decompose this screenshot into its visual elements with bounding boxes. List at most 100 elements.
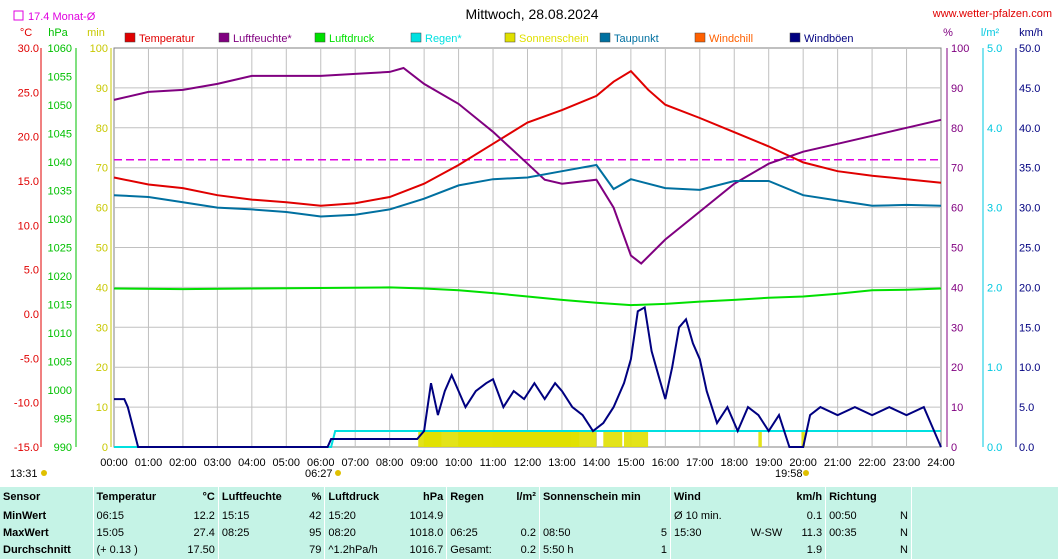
y-tick-sunshine: 100 — [90, 43, 108, 55]
y-tick-pressure: 1015 — [48, 300, 72, 312]
stats-cell-label: Durchschnitt — [3, 544, 71, 557]
monthly-avg-icon — [13, 10, 24, 21]
col-pres: Luftdruck — [324, 487, 397, 508]
legend-swatch — [599, 32, 611, 43]
y-tick-pressure: 995 — [54, 414, 72, 426]
col-temp-unit: °C — [202, 491, 215, 504]
stats-cell-wind-a: 15:30 — [670, 524, 739, 542]
sunrise-time: 06:27 — [305, 468, 333, 480]
stats-cell-wind-val: 1.9 — [806, 544, 823, 557]
stats-cell-sun-time: 08:50 — [538, 524, 638, 542]
stats-cell-sun-val: 1 — [660, 544, 668, 557]
y-unit-wind: km/h — [1019, 27, 1043, 39]
weather-chart: 00:00 01:00 02:00 03:00 04:00 05:00 06:00 07:00… — [10, 6, 1052, 480]
stats-cell-temp-val: 12.2 — [193, 509, 215, 522]
y-tick-rain: 1.0 — [987, 362, 1002, 374]
x-tick-label: 03:00 — [204, 457, 232, 469]
stats-cell-dir-time: 00:35 — [825, 524, 894, 542]
series-line-luftfeuchte — [113, 66, 942, 265]
stats-row: Durchschnitt (+ 0.13 ) 17.50 79 ^1.2hPa/h 101… — [0, 541, 1058, 559]
y-tick-temperature: 5.0 — [24, 265, 39, 277]
y-tick-pressure: 1010 — [48, 328, 72, 340]
stats-row: MinWert 06:15 12.2 15:15 42 15:20 1014.9 Ø 10 m… — [0, 507, 1058, 525]
y-tick-temperature: 15.0 — [18, 176, 39, 188]
stats-cell-wind-val: 0.1 — [806, 509, 823, 522]
site-link[interactable]: www.wetter-pfalzen.com — [932, 8, 1052, 20]
sunshine-bar — [758, 431, 762, 447]
x-tick-label: 13:00 — [548, 457, 576, 469]
stats-cell-wind-b: W-SW — [750, 527, 783, 540]
y-tick-wind: 20.0 — [1019, 282, 1040, 294]
col-sun: Sonnenschein min — [538, 487, 671, 508]
x-tick-label: 10:00 — [445, 457, 473, 469]
moon-icon — [41, 470, 47, 476]
col-wind-unit: km/h — [796, 491, 823, 504]
y-tick-wind: 10.0 — [1019, 362, 1040, 374]
y-unit-sunshine: min — [87, 27, 105, 39]
x-tick-label: 04:00 — [238, 457, 266, 469]
y-tick-rain: 3.0 — [987, 203, 1002, 215]
sunset-icon — [803, 470, 809, 476]
legend-label: Taupunkt — [614, 33, 659, 45]
y-tick-pressure: 1025 — [48, 243, 72, 255]
stats-cell-hum-val: 42 — [309, 509, 322, 522]
stats-cell-sun-val: 5 — [660, 527, 668, 540]
y-tick-temperature: -15.0 — [14, 442, 39, 454]
y-tick-rain: 4.0 — [987, 123, 1002, 135]
y-tick-humidity: 60 — [951, 203, 963, 215]
stats-cell-wind-a: Ø 10 min. — [670, 507, 739, 525]
x-tick-label: 18:00 — [720, 457, 748, 469]
stats-cell-rain-val: 0.2 — [520, 527, 536, 540]
legend-label: Temperatur — [139, 33, 195, 45]
stats-cell-temp-val: 17.50 — [187, 544, 215, 557]
stats-cell-pres-time: 08:20 — [324, 524, 397, 542]
y-tick-sunshine: 40 — [96, 282, 108, 294]
col-wind: Wind — [670, 487, 739, 508]
stats-cell-hum-time: 15:15 — [217, 507, 302, 525]
y-tick-wind: 50.0 — [1019, 43, 1040, 55]
stats-cell-dir-val: N — [900, 509, 908, 522]
chart-title: Mittwoch, 28.08.2024 — [465, 6, 598, 22]
stats-cell-label: MaxWert — [3, 527, 49, 540]
y-tick-wind: 40.0 — [1019, 123, 1040, 135]
y-tick-sunshine: 80 — [96, 123, 108, 135]
left-time: 13:31 — [10, 468, 38, 480]
y-tick-wind: 15.0 — [1019, 322, 1040, 334]
x-tick-label: 23:00 — [893, 457, 921, 469]
col-hum: Luftfeuchte — [217, 487, 302, 508]
col-hum-unit: % — [311, 491, 322, 504]
sunshine-bar — [561, 431, 571, 447]
x-tick-label: 16:00 — [652, 457, 680, 469]
y-tick-wind: 25.0 — [1019, 243, 1040, 255]
y-tick-temperature: 10.0 — [18, 220, 39, 232]
col-sensor: Sensor — [3, 491, 41, 504]
y-unit-temperature: °C — [20, 27, 32, 39]
y-tick-temperature: 25.0 — [18, 87, 39, 99]
y-unit-pressure: hPa — [48, 27, 68, 39]
legend-label: Windchill — [709, 33, 753, 45]
y-tick-humidity: 100 — [951, 43, 969, 55]
legend-label: Luftfeuchte* — [233, 33, 292, 45]
stats-cell-pres-time: 15:20 — [324, 507, 397, 525]
x-tick-label: 19:00 — [755, 457, 783, 469]
sunset-time: 19:58 — [775, 468, 803, 480]
stats-cell-hum-time: 08:25 — [217, 524, 302, 542]
x-tick-label: 21:00 — [824, 457, 852, 469]
y-unit-rain: l/m² — [981, 27, 1000, 39]
legend-label: Regen* — [425, 33, 462, 45]
stats-cell-temp-val: 27.4 — [193, 527, 215, 540]
monthly-avg-label: 17.4 Monat-Ø — [28, 11, 96, 23]
stats-cell-rain-time — [446, 507, 507, 525]
stats-cell-pres-val: 1018.0 — [409, 527, 444, 540]
col-pres-unit: hPa — [423, 491, 444, 504]
y-tick-pressure: 1050 — [48, 100, 72, 112]
stats-cell-wind-b — [738, 542, 785, 559]
y-tick-sunshine: 10 — [96, 402, 108, 414]
y-tick-humidity: 10 — [951, 402, 963, 414]
y-tick-wind: 0.0 — [1019, 442, 1034, 454]
legend: Temperatur Luftfeuchte* Luftdruck Regen* Son… — [124, 32, 854, 45]
y-tick-humidity: 90 — [951, 83, 963, 95]
col-rain: Regen — [446, 487, 507, 508]
x-tick-label: 06:00 — [307, 457, 335, 469]
series-line-luftdruck — [113, 286, 942, 307]
